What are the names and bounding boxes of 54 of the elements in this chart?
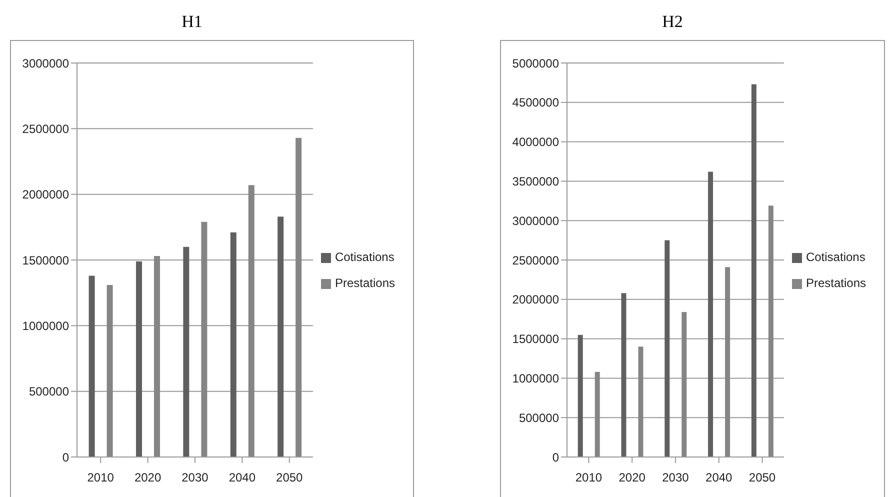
bar bbox=[751, 84, 756, 457]
bar bbox=[278, 216, 284, 457]
bar bbox=[183, 246, 190, 457]
y-tick-label: 0 bbox=[552, 450, 560, 464]
bar bbox=[154, 256, 160, 457]
y-tick-label: 4000000 bbox=[512, 135, 560, 150]
x-tick-label: 2020 bbox=[134, 470, 162, 485]
bar bbox=[106, 284, 113, 457]
bar bbox=[621, 293, 626, 457]
bar bbox=[768, 206, 774, 457]
bar bbox=[248, 185, 254, 457]
y-tick-label: 1500000 bbox=[22, 253, 70, 268]
y-tick-label: 500000 bbox=[28, 384, 70, 399]
bar bbox=[708, 172, 714, 457]
y-tick-label: 2000000 bbox=[22, 188, 70, 202]
bar bbox=[201, 222, 208, 457]
chart-title: H2 bbox=[661, 11, 684, 33]
x-tick-label: 2010 bbox=[575, 470, 602, 485]
x-tick-label: 2040 bbox=[228, 470, 256, 485]
y-tick-label: 500000 bbox=[518, 410, 560, 425]
legend-label: Cotisations bbox=[334, 250, 394, 264]
bar bbox=[682, 312, 687, 457]
y-tick-label: 5000000 bbox=[512, 56, 560, 70]
bar bbox=[638, 346, 644, 457]
x-tick-label: 2030 bbox=[662, 470, 690, 485]
y-tick-label: 2500000 bbox=[512, 253, 560, 268]
bar bbox=[136, 261, 142, 457]
bar bbox=[88, 276, 95, 457]
bar bbox=[664, 240, 670, 457]
bar bbox=[578, 334, 583, 457]
legend-label: Prestations bbox=[334, 276, 395, 290]
chart-title: H1 bbox=[180, 11, 204, 33]
x-tick-label: 2010 bbox=[87, 470, 114, 485]
x-tick-label: 2050 bbox=[748, 470, 776, 485]
bar bbox=[230, 232, 236, 457]
bar bbox=[725, 267, 730, 457]
y-tick-label: 1500000 bbox=[512, 332, 560, 346]
y-tick-label: 3500000 bbox=[512, 174, 560, 188]
x-tick-label: 2040 bbox=[706, 470, 733, 485]
y-tick-label: 4500000 bbox=[512, 96, 560, 110]
legend-label: Prestations bbox=[806, 276, 866, 290]
y-tick-label: 1000000 bbox=[22, 318, 70, 333]
y-tick-label: 2500000 bbox=[22, 122, 70, 136]
legend-label: Cotisations bbox=[806, 250, 866, 264]
y-tick-label: 0 bbox=[62, 450, 70, 464]
x-tick-label: 2050 bbox=[276, 470, 304, 485]
x-tick-label: 2030 bbox=[182, 470, 209, 485]
bar bbox=[594, 372, 600, 457]
y-tick-label: 3000000 bbox=[512, 214, 560, 228]
y-tick-label: 3000000 bbox=[22, 56, 70, 70]
bar bbox=[296, 138, 302, 457]
x-tick-label: 2020 bbox=[618, 470, 646, 485]
y-tick-label: 1000000 bbox=[512, 371, 560, 386]
y-tick-label: 2000000 bbox=[512, 292, 560, 307]
